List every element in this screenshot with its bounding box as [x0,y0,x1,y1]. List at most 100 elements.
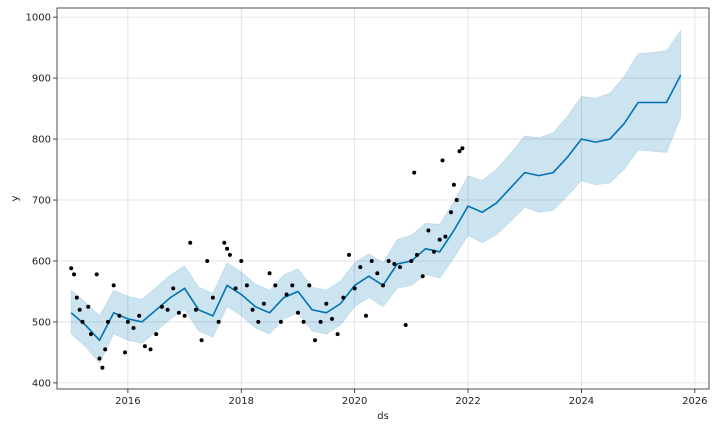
y-tick-label: 700 [32,196,51,207]
observed-point [341,295,346,300]
observed-points [69,146,465,370]
observed-point [72,272,76,277]
observed-point [386,259,391,263]
observed-point [154,332,159,337]
observed-point [89,332,93,337]
observed-point [80,319,85,324]
x-tick-label: 2016 [115,396,140,407]
observed-point [222,240,227,245]
observed-point [176,310,181,315]
observed-point [131,326,136,330]
observed-point [100,365,105,370]
observed-point [409,259,414,263]
observed-point [415,252,419,257]
observed-point [375,271,380,276]
observed-point [352,286,357,291]
observed-point [335,332,340,337]
observed-point [381,283,385,288]
observed-point [440,158,445,163]
observed-point [412,170,417,175]
observed-point [296,310,300,315]
observed-point [449,210,453,215]
observed-point [250,307,255,312]
y-tick-label: 900 [32,74,51,85]
uncertainty-band [70,29,682,365]
y-tick-label: 400 [32,378,51,389]
observed-point [137,313,142,318]
x-axis-ticks: 2016 2018 2020 2022 2024 2026 [115,389,708,407]
observed-point [358,265,363,270]
observed-point [443,234,448,239]
y-axis-ticks: 400 500 600 700 800 900 1000 [26,13,57,389]
observed-point [216,319,221,324]
observed-point [225,246,230,251]
observed-point [256,319,261,324]
observed-point [142,344,147,349]
y-tick-label: 500 [32,317,51,328]
observed-point [369,259,374,263]
y-tick-label: 800 [32,135,51,146]
observed-point [199,338,204,343]
observed-point [182,313,187,318]
observed-point [451,182,456,187]
observed-point [210,295,215,300]
observed-point [313,338,317,343]
observed-point [392,262,397,266]
observed-point [307,283,312,288]
observed-point [290,283,295,288]
observed-point [420,274,425,279]
grid-lines [57,8,709,389]
observed-point [273,283,278,288]
y-tick-label: 600 [32,256,51,267]
observed-point [123,350,127,355]
observed-point [454,198,459,202]
observed-point [106,319,110,324]
observed-point [460,146,465,151]
observed-point [94,272,99,277]
x-axis-label: ds [377,411,389,422]
x-tick-label: 2020 [342,396,367,407]
observed-point [171,286,176,291]
observed-point [165,307,170,312]
observed-point [117,313,122,318]
plot-frame [56,7,710,390]
observed-point [347,252,351,257]
observed-point [432,249,436,254]
observed-point [69,266,74,271]
observed-point [284,292,289,297]
observed-point [267,271,272,276]
observed-point [97,356,102,361]
observed-point [125,319,130,324]
observed-point [324,301,329,306]
observed-point [188,240,193,245]
observed-point [426,228,431,233]
observed-point [301,319,306,324]
observed-point [74,295,79,300]
observed-point [86,304,91,309]
observed-point [364,313,368,318]
observed-point [111,283,116,288]
observed-point [244,283,249,288]
observed-point [261,301,266,306]
observed-point [398,265,402,270]
observed-point [159,304,164,309]
observed-point [318,319,323,324]
observed-point [330,316,334,321]
observed-point [103,347,108,352]
observed-point [233,286,238,291]
x-tick-label: 2018 [229,396,254,407]
forecast-line [70,74,682,342]
observed-point [227,252,232,257]
observed-point [239,259,244,263]
observed-point [403,323,408,327]
observed-point [205,259,210,263]
observed-point [278,319,283,324]
x-tick-label: 2022 [455,396,480,407]
observed-point [193,307,198,312]
observed-point [148,347,153,352]
observed-point [457,149,462,154]
x-tick-label: 2026 [682,396,707,407]
y-tick-label: 1000 [26,13,51,24]
